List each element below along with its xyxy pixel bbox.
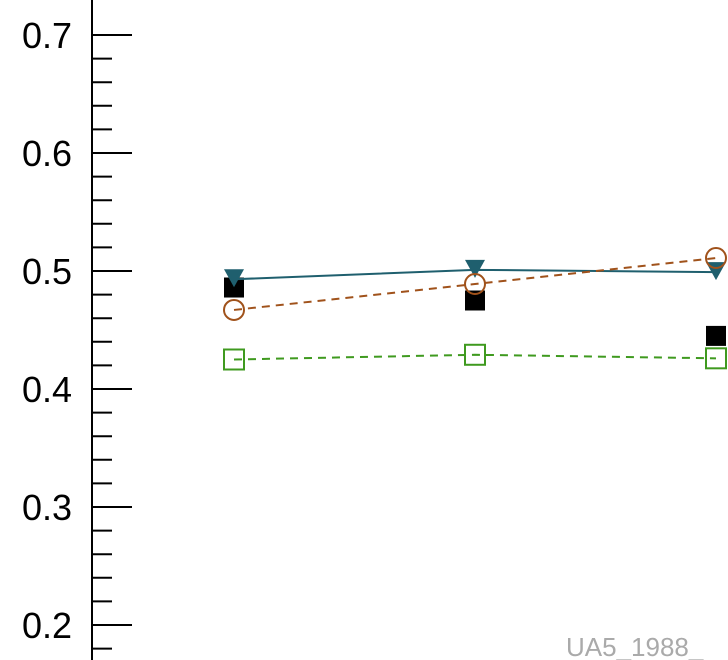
watermark-label: UA5_1988_ [566,632,704,660]
y-tick-label: 0.5 [22,251,72,292]
data-point-circle [705,247,727,270]
y-tick-label: 0.3 [22,487,72,528]
data-point-open-square [705,347,727,370]
series-4 [223,343,727,371]
data-point-square [465,290,485,311]
data-point-open-square [464,343,486,366]
data-point-square [706,325,726,346]
y-tick-label: 0.4 [22,369,72,410]
plot-area [223,247,727,371]
data-point-square [224,277,244,298]
data-point-circle [464,272,486,295]
y-tick-label: 0.7 [22,15,72,56]
series-1 [224,277,726,346]
series-3 [223,247,727,321]
data-point-open-square [223,348,245,371]
y-tick-label: 0.6 [22,133,72,174]
series-line [233,257,717,311]
y-axis: 0.2 0.3 0.4 0.5 0.6 0.7 [22,0,132,660]
data-point-circle [223,298,245,321]
data-point-triangle [224,269,244,288]
y-tick-label: 0.2 [22,605,72,646]
series-line [233,353,717,361]
data-point-triangle [465,259,485,278]
